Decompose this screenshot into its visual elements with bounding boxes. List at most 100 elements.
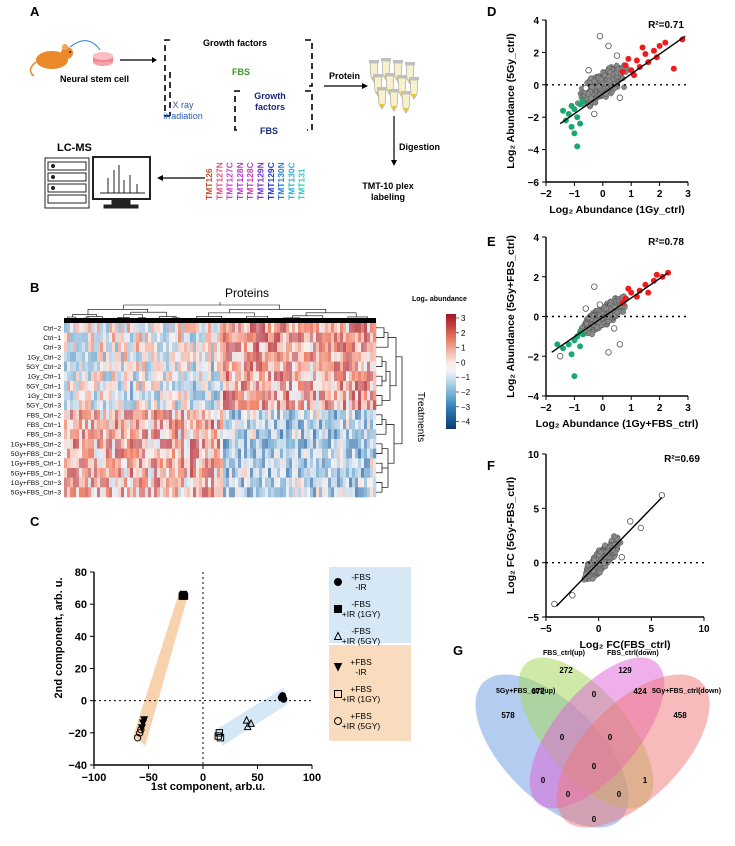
heatmap-cell: [76, 429, 80, 440]
heatmap-cell: [355, 342, 359, 353]
heatmap-cell: [310, 419, 314, 430]
heatmap-cell: [259, 332, 263, 343]
heatmap-cell: [154, 429, 158, 440]
tick-label: 2: [657, 189, 663, 200]
dendrogram-branch: [376, 462, 383, 474]
heatmap-cell: [298, 477, 302, 488]
heatmap-cell: [175, 458, 179, 469]
heatmap-cell: [94, 400, 98, 411]
heatmap-cell: [121, 361, 125, 372]
heatmap-cell: [322, 400, 326, 411]
heatmap-cell: [70, 439, 74, 449]
heatmap-cell: [118, 429, 122, 440]
heatmap-cell: [202, 361, 206, 372]
heatmap-cell: [298, 468, 302, 478]
heatmap-cell: [196, 429, 200, 440]
pca-point: [214, 732, 222, 740]
heatmap-cell: [208, 439, 212, 449]
heatmap-cell: [160, 332, 164, 343]
treatment-dendrogram: [376, 327, 403, 493]
heatmap-cell: [352, 371, 356, 382]
heatmap-cell: [94, 342, 98, 353]
heatmap-cell: [262, 332, 266, 343]
heatmap-cell: [262, 371, 266, 382]
heatmap-cell: [142, 400, 146, 411]
heatmap-cell: [271, 332, 275, 343]
heatmap-cell: [151, 323, 155, 333]
heatmap-cell: [151, 410, 155, 420]
heatmap-cell: [304, 352, 308, 362]
scatter-point-up: [622, 62, 629, 69]
heatmap-cell: [355, 332, 359, 343]
heatmap-cell: [373, 410, 377, 420]
heatmap-cell: [202, 439, 206, 449]
heatmap-cell: [310, 410, 314, 420]
heatmap-cell: [115, 352, 119, 362]
heatmap-cell: [370, 458, 374, 469]
heatmap-cell: [259, 400, 263, 411]
heatmap-cell: [340, 458, 344, 469]
heatmap-cell: [265, 419, 269, 430]
heatmap-cell: [331, 487, 335, 498]
heatmap-cell: [271, 410, 275, 420]
heatmap-cell: [184, 429, 188, 440]
heatmap-cell: [247, 390, 251, 401]
tube-liquid: [392, 106, 396, 110]
heatmap-cell: [178, 429, 182, 440]
heatmap-cell: [358, 352, 362, 362]
heatmap-cell: [349, 448, 353, 459]
heatmap-cell: [238, 332, 242, 343]
heatmap-cell: [70, 487, 74, 498]
heatmap-cell: [232, 458, 236, 469]
heatmap-cell: [289, 477, 293, 488]
heatmap-cell: [295, 419, 299, 430]
heatmap-cell: [124, 477, 128, 488]
heatmap-cell: [331, 419, 335, 430]
heatmap-cell: [247, 419, 251, 430]
heatmap-cell: [256, 361, 260, 372]
heatmap-cell: [241, 419, 245, 430]
heatmap-cell: [145, 458, 149, 469]
scatter-point-down: [554, 341, 561, 348]
heatmap-cell: [358, 410, 362, 420]
heatmap-cell: [148, 400, 152, 411]
heatmap-cell: [124, 487, 128, 498]
scatter-point: [585, 67, 592, 74]
heatmap-cell: [142, 448, 146, 459]
heatmap-cell: [358, 342, 362, 353]
heatmap-cell: [76, 390, 80, 401]
heatmap-cell: [373, 458, 377, 469]
heatmap-cell: [277, 468, 281, 478]
heatmap-cell: [286, 468, 290, 478]
heatmap-cell: [283, 458, 287, 469]
heatmap-cell: [115, 400, 119, 411]
heatmap-cell: [337, 448, 341, 459]
heatmap-cell: [268, 487, 272, 498]
heatmap-cell: [151, 439, 155, 449]
heatmap-cell: [205, 458, 209, 469]
heatmap-cell: [106, 429, 110, 440]
heatmap-cell: [121, 458, 125, 469]
heatmap-cell: [355, 458, 359, 469]
heatmap-cell: [373, 487, 377, 498]
pca-point: [334, 717, 342, 725]
heatmap-cell: [85, 429, 89, 440]
heatmap-cell: [286, 332, 290, 343]
heatmap-cell: [295, 352, 299, 362]
heatmap-cell: [187, 332, 191, 343]
heatmap-cell: [76, 410, 80, 420]
scatter-point-down: [571, 130, 578, 137]
heatmap-cell: [355, 487, 359, 498]
heatmap-cell: [250, 352, 254, 362]
heatmap-cell: [103, 371, 107, 382]
heatmap-cell: [268, 468, 272, 478]
heatmap-cell: [121, 332, 125, 343]
heatmap-cell: [67, 477, 71, 488]
heatmap-cell: [76, 458, 80, 469]
heatmap-cell: [118, 477, 122, 488]
heatmap-cell: [169, 419, 173, 430]
heatmap-cell: [79, 419, 83, 430]
heatmap-cell: [331, 429, 335, 440]
heatmap-cell: [304, 371, 308, 382]
